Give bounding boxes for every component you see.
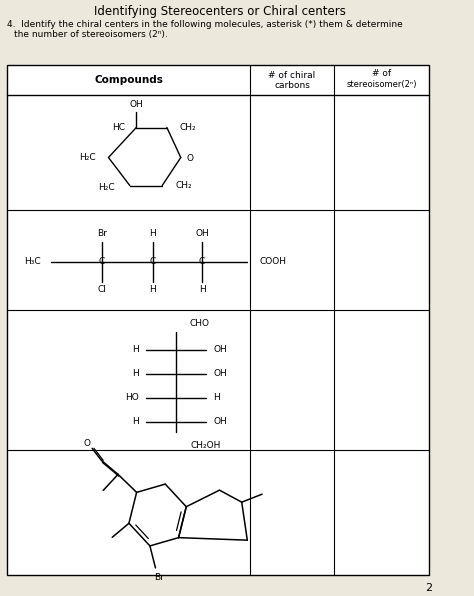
Text: Compounds: Compounds: [94, 75, 163, 85]
Text: HO: HO: [125, 393, 139, 402]
Text: the number of stereoisomers (2ⁿ).: the number of stereoisomers (2ⁿ).: [14, 30, 168, 39]
Text: H: H: [132, 346, 139, 355]
Text: CHO: CHO: [189, 319, 209, 328]
Text: # of chiral: # of chiral: [268, 70, 316, 79]
Text: H₂C: H₂C: [79, 153, 95, 162]
Text: H: H: [213, 393, 220, 402]
Text: H₂C: H₂C: [98, 183, 115, 192]
Text: H: H: [150, 285, 156, 294]
Text: Br: Br: [97, 229, 107, 238]
Text: carbons: carbons: [274, 80, 310, 89]
Text: C: C: [150, 257, 156, 266]
Text: H₃C: H₃C: [24, 257, 41, 266]
Text: Identifying Stereocenters or Chiral centers: Identifying Stereocenters or Chiral cent…: [94, 5, 346, 17]
Text: OH: OH: [213, 370, 227, 378]
Text: 4.  Identify the chiral centers in the following molecules, asterisk (*) them & : 4. Identify the chiral centers in the fo…: [8, 20, 403, 29]
Text: HC: HC: [112, 123, 125, 132]
Text: OH: OH: [129, 100, 143, 109]
Text: OH: OH: [213, 346, 227, 355]
Text: C: C: [99, 257, 105, 266]
Text: COOH: COOH: [260, 257, 287, 266]
Text: CH₂: CH₂: [180, 123, 196, 132]
Text: Cl: Cl: [98, 285, 106, 294]
Text: stereoisomer(2ⁿ): stereoisomer(2ⁿ): [346, 79, 417, 88]
Text: H: H: [150, 229, 156, 238]
Text: C: C: [199, 257, 205, 266]
Text: Br: Br: [154, 573, 164, 582]
Text: CH₂: CH₂: [175, 181, 192, 190]
Text: H: H: [132, 418, 139, 427]
Text: 2: 2: [425, 583, 432, 593]
Bar: [8, 65, 429, 575]
Text: # of: # of: [372, 70, 392, 79]
Text: H: H: [132, 370, 139, 378]
Text: CH₂OH: CH₂OH: [191, 442, 221, 451]
Text: OH: OH: [195, 229, 209, 238]
Text: OH: OH: [213, 418, 227, 427]
Text: O: O: [186, 154, 193, 163]
Text: H: H: [199, 285, 205, 294]
Text: O: O: [84, 439, 91, 448]
